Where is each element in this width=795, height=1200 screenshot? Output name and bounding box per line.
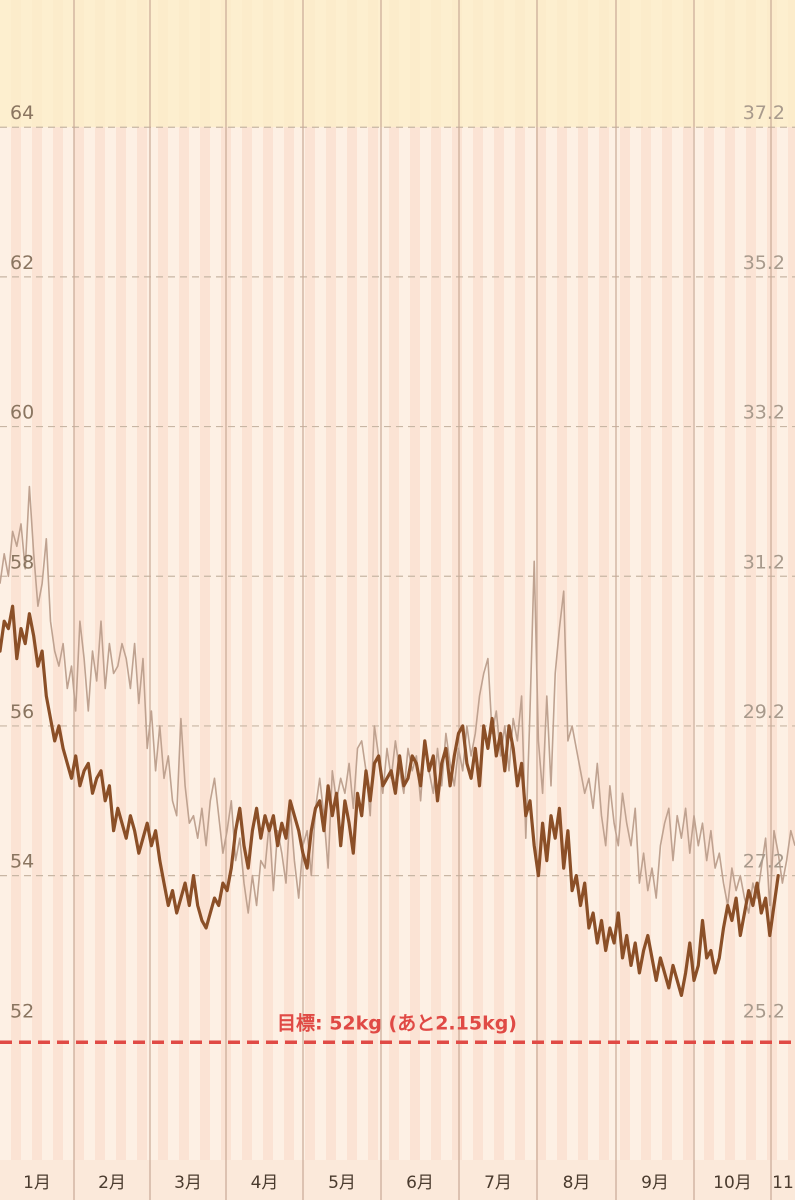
y-tick-left: 60 bbox=[10, 402, 34, 424]
y-tick-right: 33.2 bbox=[743, 402, 785, 424]
upper-band bbox=[0, 0, 795, 128]
x-tick-month: 11 bbox=[772, 1173, 794, 1193]
x-tick-month: 2月 bbox=[98, 1173, 126, 1193]
x-tick-month: 3月 bbox=[174, 1173, 202, 1193]
y-tick-right: 35.2 bbox=[743, 252, 785, 274]
series-trend-line bbox=[0, 604, 780, 998]
y-tick-right: 27.2 bbox=[743, 851, 785, 873]
x-tick-month: 7月 bbox=[484, 1173, 512, 1193]
x-tick-month: 10月 bbox=[713, 1173, 752, 1193]
y-tick-left: 62 bbox=[10, 252, 34, 274]
x-tick-month: 9月 bbox=[641, 1173, 669, 1193]
plot-background bbox=[0, 0, 795, 1160]
x-tick-month: 4月 bbox=[251, 1173, 279, 1193]
goal-label: 目標: 52kg (あと2.15kg) bbox=[277, 1011, 517, 1034]
x-axis-band bbox=[0, 1160, 795, 1200]
y-tick-left: 56 bbox=[10, 701, 34, 723]
y-tick-left: 64 bbox=[10, 102, 34, 124]
y-tick-left: 54 bbox=[10, 851, 34, 873]
x-tick-month: 1月 bbox=[23, 1173, 51, 1193]
y-tick-left: 52 bbox=[10, 1000, 34, 1022]
y-tick-right: 37.2 bbox=[743, 102, 785, 124]
y-tick-right: 29.2 bbox=[743, 701, 785, 723]
x-tick-month: 8月 bbox=[563, 1173, 591, 1193]
x-tick-month: 5月 bbox=[328, 1173, 356, 1193]
y-tick-right: 25.2 bbox=[743, 1000, 785, 1022]
series-daily-line bbox=[0, 485, 795, 914]
y-tick-left: 58 bbox=[10, 551, 34, 573]
x-tick-month: 6月 bbox=[406, 1173, 434, 1193]
y-tick-right: 31.2 bbox=[743, 551, 785, 573]
